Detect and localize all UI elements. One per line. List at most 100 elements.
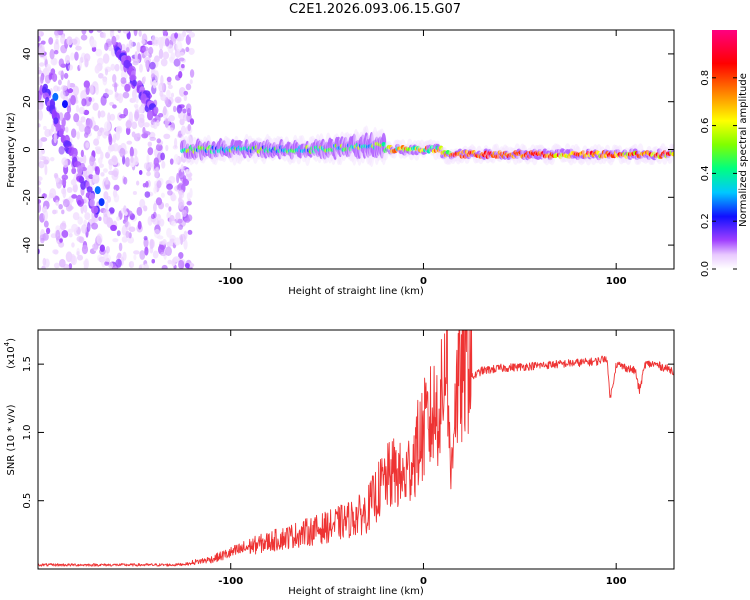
heatmap-cell [38,187,42,195]
heatmap-cell [113,184,120,191]
heatmap-cell [111,35,117,46]
heatmap-cell [40,75,44,84]
heatmap-cell [138,113,145,121]
heatmap-cell [105,176,109,186]
heatmap-cell [80,181,87,190]
heatmap-cell [111,155,118,163]
heatmap-cell [89,39,97,48]
heatmap-cell [123,176,128,185]
heatmap-cell [38,35,41,42]
heatmap-cells [38,30,674,269]
heatmap-cell [112,74,117,83]
heatmap-cell [162,51,170,60]
heatmap-cell [188,47,195,55]
heatmap-cell [121,236,128,243]
x-tick-label: -100 [218,276,243,287]
heatmap-cell [61,230,69,238]
heatmap-cell [99,33,105,38]
heatmap-cell [182,108,187,114]
heatmap-cell [169,127,174,132]
heatmap-cell [53,262,60,269]
heatmap-cell [45,63,52,72]
heatmap-cell [162,105,167,116]
heatmap-cell [180,164,184,173]
heatmap-cell [85,85,90,96]
heatmap-cell [185,30,193,34]
heatmap-cell [157,36,164,46]
heatmap-cell [68,82,76,88]
heatmap-cell [160,94,167,102]
heatmap-cell [132,79,137,87]
heatmap-cell [43,209,49,221]
heatmap-cell [52,209,57,215]
heatmap-cell [89,198,95,207]
heatmap-cell [38,109,43,121]
heatmap-cell [53,132,57,144]
heatmap-cell [185,168,191,175]
heatmap-cell [119,147,126,158]
heatmap-cell [137,117,145,128]
heatmap-cell [40,137,48,142]
heatmap-cell [55,199,60,206]
spectrogram-y-ticks: -40 -20 0 20 40 [22,48,674,253]
heatmap-cell [77,199,82,206]
heatmap-cell [149,61,156,70]
heatmap-cell [48,72,52,81]
heatmap-cell [174,96,182,104]
x-tick-label: -100 [218,576,243,587]
heatmap-cell [185,83,192,91]
heatmap-cell [44,128,51,138]
snr-y-ticks: 0.5 1.0 1.5 [22,356,674,509]
heatmap-cell [108,261,114,269]
heatmap-cell [158,48,164,60]
heatmap-cell [53,41,60,53]
y-tick-label: 1.5 [22,356,33,372]
heatmap-cell [106,89,114,96]
heatmap-cell [132,191,137,196]
heatmap-cell [71,167,77,175]
heatmap-cell [99,244,105,252]
heatmap-cell [114,63,120,72]
heatmap-cell [152,250,159,259]
heatmap-cell [41,265,46,269]
heatmap-cell [146,154,150,164]
heatmap-cell [88,174,94,180]
heatmap-cell [178,259,185,269]
heatmap-cell [155,197,163,206]
heatmap-cell [71,242,75,248]
heatmap-cell [78,123,86,133]
heatmap-cell [154,114,161,123]
heatmap-cell [168,206,172,212]
heatmap-cell [100,172,105,177]
heatmap-cell [136,132,141,138]
heatmap-cell [38,150,43,160]
heatmap-cell [60,90,66,100]
heatmap-cell [67,228,75,233]
heatmap-cell [39,62,45,67]
heatmap-cell [156,138,162,144]
heatmap-cell [177,218,183,224]
heatmap-cell [38,160,45,169]
heatmap-cell [176,104,182,114]
heatmap-cell [92,174,100,180]
heatmap-cell [97,254,103,262]
heatmap-cell [146,171,151,177]
heatmap-cell [93,138,100,146]
snr-multiplier-base: (x104) [3,338,17,369]
heatmap-cell [166,241,174,247]
heatmap-cell [117,93,124,104]
heatmap-cell [40,40,46,45]
heatmap-cell [102,77,108,86]
heatmap-cell [97,110,101,119]
heatmap-cell [89,155,95,167]
heatmap-cell [148,161,153,168]
heatmap-cell [107,149,112,154]
heatmap-cell [188,31,196,38]
heatmap-cell [175,40,183,52]
heatmap-cell [117,30,122,34]
heatmap-cell [186,201,192,206]
heatmap-cell [168,175,176,184]
heatmap-cell [126,140,133,145]
heatmap-cell [96,233,103,245]
